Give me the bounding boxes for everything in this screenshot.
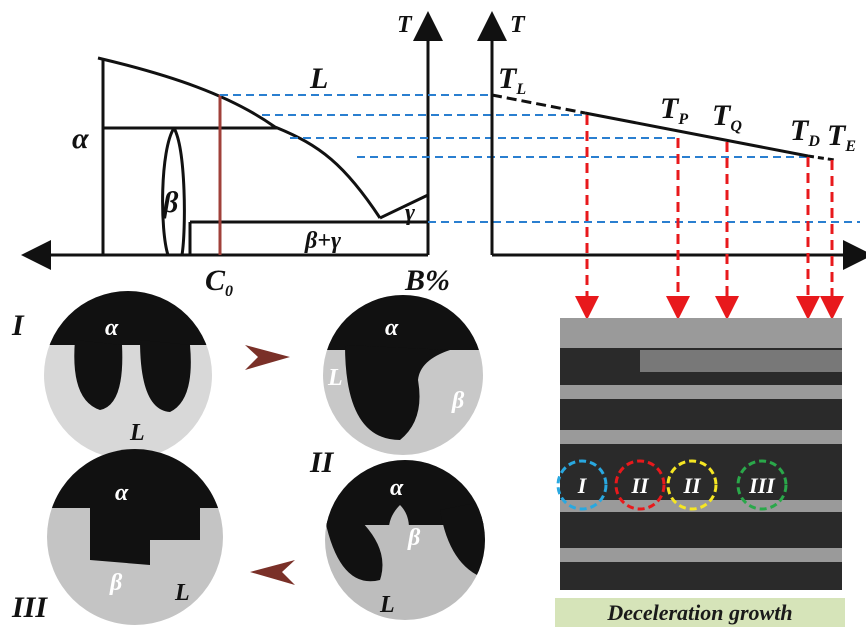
label: L <box>515 81 526 98</box>
c0-label: C0 <box>205 264 233 300</box>
gamma-label: γ <box>405 200 415 226</box>
label: Q <box>730 118 742 135</box>
label: T <box>712 99 732 132</box>
label: 0 <box>225 283 233 300</box>
marker-label: III <box>748 473 776 498</box>
label: α <box>115 480 129 506</box>
label: D <box>807 133 820 150</box>
micrograph: α L β <box>323 295 483 455</box>
label: β <box>407 525 421 551</box>
caption-box <box>555 598 845 627</box>
label: α <box>390 475 404 501</box>
point-label: TP <box>660 92 688 128</box>
label: α <box>385 315 399 341</box>
label: L <box>379 592 395 618</box>
label: P <box>677 111 688 128</box>
micrograph: α L I <box>11 291 212 459</box>
phase-line <box>379 193 429 220</box>
point-label: TD <box>790 114 820 150</box>
label: E <box>844 138 856 155</box>
liquidus <box>97 56 382 219</box>
label: T <box>498 62 518 95</box>
label: T <box>660 92 680 125</box>
label: T <box>827 119 847 152</box>
label: C <box>205 264 226 297</box>
beta-lens <box>161 127 186 256</box>
caption: Deceleration growth <box>606 600 792 625</box>
alpha-label: α <box>72 122 89 155</box>
structure-image: I II II III <box>556 318 842 590</box>
beta-label: β <box>162 186 179 219</box>
arrow-right <box>245 345 290 370</box>
arrow-left <box>250 560 295 585</box>
curve-solid <box>584 111 809 158</box>
composition-label: B% <box>404 264 450 297</box>
stage-label: I <box>11 309 25 342</box>
stage-label: III <box>11 591 48 624</box>
beta-gamma-label: β+γ <box>304 228 341 254</box>
phase-diagram <box>20 11 443 270</box>
red-arrows <box>575 115 844 320</box>
marker-label: II <box>630 473 650 498</box>
liquid-label: L <box>309 62 328 95</box>
curve-dashed <box>807 154 836 162</box>
t-label: T <box>397 12 413 38</box>
label: L <box>327 365 343 391</box>
t-label: T <box>510 12 526 38</box>
label: L <box>174 580 190 606</box>
label: β <box>451 388 465 414</box>
guide-lines <box>220 94 860 223</box>
label: β <box>109 570 123 596</box>
label: L <box>129 420 145 446</box>
label: α <box>105 315 119 341</box>
label: T <box>790 114 810 147</box>
micrograph: α β L II <box>309 446 485 620</box>
stage-label: II <box>309 446 335 479</box>
micrograph: α β L III <box>11 449 223 625</box>
point-label: TQ <box>712 99 742 135</box>
marker-label: II <box>682 473 702 498</box>
point-label: TE <box>827 119 856 155</box>
cooling-curve <box>477 11 866 270</box>
point-label: TL <box>498 62 526 98</box>
curve-dashed <box>491 93 586 115</box>
marker-label: I <box>577 473 588 498</box>
